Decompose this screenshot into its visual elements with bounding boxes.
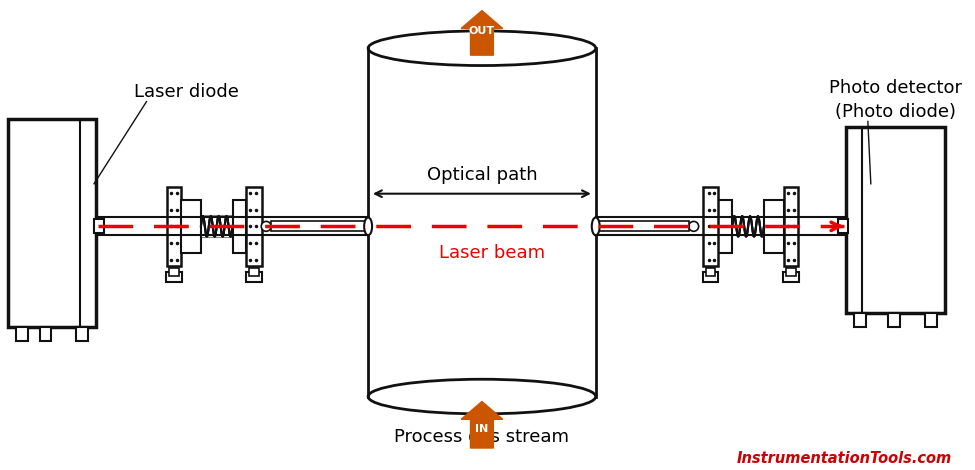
Bar: [94, 219, 104, 233]
Text: (Photo diode): (Photo diode): [835, 102, 956, 121]
Text: Laser diode: Laser diode: [134, 83, 239, 101]
Bar: [250, 268, 259, 276]
Bar: [786, 268, 796, 276]
Bar: [596, 221, 688, 231]
Ellipse shape: [592, 218, 600, 235]
Bar: [271, 221, 369, 231]
Bar: [703, 187, 719, 266]
Bar: [233, 200, 247, 253]
Bar: [181, 200, 201, 253]
Bar: [764, 200, 784, 253]
Bar: [16, 327, 27, 341]
Bar: [706, 268, 716, 276]
Bar: [887, 313, 900, 327]
Bar: [925, 313, 937, 327]
Bar: [168, 187, 181, 266]
FancyArrow shape: [461, 11, 503, 55]
Bar: [40, 327, 52, 341]
Text: InstrumentationTools.com: InstrumentationTools.com: [737, 451, 952, 466]
Bar: [838, 219, 848, 233]
Bar: [719, 200, 732, 253]
Bar: [703, 272, 719, 282]
Bar: [170, 268, 179, 276]
Bar: [854, 313, 866, 327]
Text: Process gas stream: Process gas stream: [395, 428, 569, 446]
Text: OUT: OUT: [469, 26, 495, 36]
Bar: [8, 119, 96, 327]
Bar: [784, 187, 798, 266]
Text: Laser beam: Laser beam: [439, 244, 545, 262]
Bar: [167, 272, 182, 282]
FancyArrow shape: [461, 401, 503, 448]
Bar: [783, 272, 799, 282]
Bar: [76, 327, 88, 341]
Bar: [247, 272, 262, 282]
Text: IN: IN: [475, 424, 488, 434]
Bar: [846, 127, 945, 313]
Bar: [247, 187, 262, 266]
Text: Optical path: Optical path: [427, 166, 537, 184]
Text: Photo detector: Photo detector: [829, 79, 962, 97]
Ellipse shape: [365, 218, 372, 235]
Circle shape: [688, 221, 699, 231]
Circle shape: [261, 221, 271, 231]
